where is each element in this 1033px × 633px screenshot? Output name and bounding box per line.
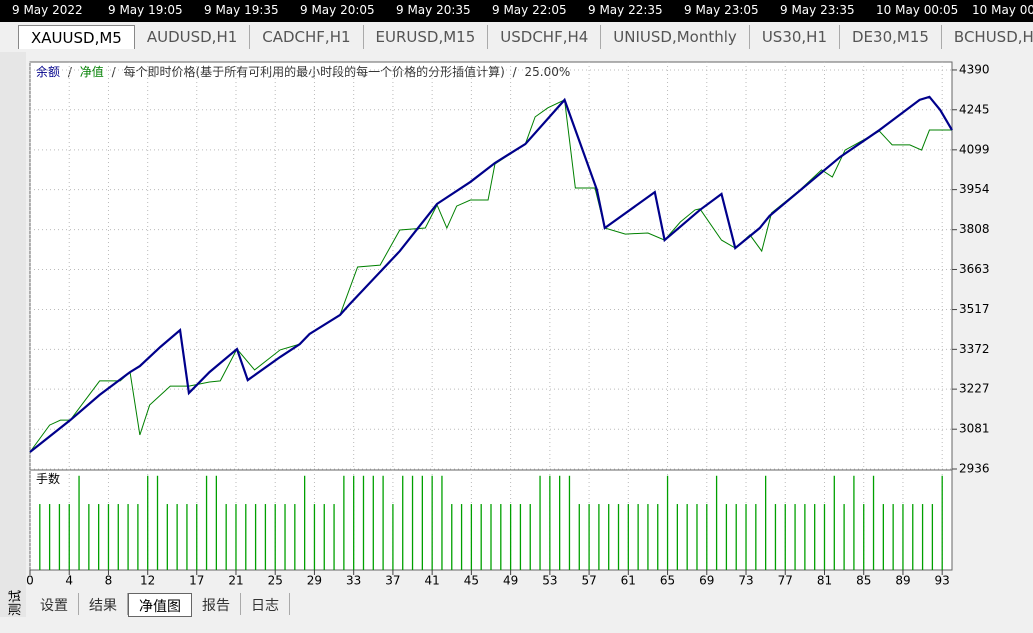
x-tick-label: 12 <box>140 574 155 588</box>
time-label: 9 May 2022 <box>12 3 83 17</box>
bottom-tabs: 设置 结果 净值图 报告 日志 <box>30 593 290 617</box>
x-tick-label: 49 <box>503 574 518 588</box>
symbol-tab[interactable]: BCHUSD,H <box>942 25 1033 49</box>
x-tick-label: 57 <box>581 574 596 588</box>
x-tick-label: 37 <box>385 574 400 588</box>
y-tick-label: 3663 <box>959 262 990 276</box>
time-label: 9 May 23:35 <box>780 3 855 17</box>
legend-ratio: 25.00% <box>525 65 571 79</box>
legend-separator: / <box>112 65 117 79</box>
y-tick-label: 4099 <box>959 142 990 156</box>
x-tick-label: 45 <box>464 574 479 588</box>
symbol-tab[interactable]: DE30,M15 <box>840 25 942 49</box>
time-label: 9 May 20:05 <box>300 3 375 17</box>
legend-entry: 净值 <box>80 64 104 79</box>
time-label: 9 May 23:05 <box>684 3 759 17</box>
symbol-tab[interactable]: CADCHF,H1 <box>250 25 364 49</box>
x-tick-label: 4 <box>65 574 73 588</box>
legend: 余额 / 净值 / 每个即时价格(基于所有可利用的最小时段的每一个价格的分形插值… <box>36 64 570 79</box>
bottom-tab[interactable]: 设置 <box>30 593 79 615</box>
y-tick-label: 3954 <box>959 182 990 196</box>
x-tick-label: 81 <box>817 574 832 588</box>
x-tick-label: 8 <box>105 574 113 588</box>
y-tick-label: 3372 <box>959 342 990 356</box>
plot-frame <box>29 61 953 571</box>
y-tick-label: 2936 <box>959 462 990 476</box>
y-tick-label: 3081 <box>959 422 990 436</box>
side-label: 测试 <box>9 590 24 616</box>
x-tick-label: 17 <box>189 574 204 588</box>
volume-title: 手数 <box>36 471 60 486</box>
x-tick-label: 33 <box>346 574 361 588</box>
x-tick-label: 85 <box>856 574 871 588</box>
bottom-tab[interactable]: 结果 <box>79 593 128 615</box>
y-tick-label: 3517 <box>959 302 990 316</box>
x-tick-label: 89 <box>895 574 910 588</box>
symbol-tabs: XAUUSD,M5 AUDUSD,H1 CADCHF,H1 EURUSD,M15 USD… <box>18 25 1033 49</box>
time-label: 10 May 00:05 <box>876 3 959 17</box>
time-label: 10 May 00 <box>972 3 1033 17</box>
time-label: 9 May 20:35 <box>396 3 471 17</box>
side-panel <box>0 52 26 617</box>
legend-description: 每个即时价格(基于所有可利用的最小时段的每一个价格的分形插值计算) <box>123 64 504 79</box>
bottom-tab[interactable]: 日志 <box>241 593 290 615</box>
time-label: 9 May 22:05 <box>492 3 567 17</box>
symbol-tab[interactable]: USDCHF,H4 <box>488 25 602 49</box>
y-tick-label: 3227 <box>959 382 990 396</box>
x-tick-label: 61 <box>621 574 636 588</box>
legend-separator: / <box>68 65 73 79</box>
series-line <box>29 95 953 453</box>
time-bar: 9 May 2022 9 May 19:05 9 May 19:35 9 May 20… <box>0 0 1033 22</box>
y-tick-label: 3808 <box>959 222 990 236</box>
symbol-tab[interactable]: XAUUSD,M5 <box>18 25 135 49</box>
x-tick-label: 77 <box>778 574 793 588</box>
bottom-tab[interactable]: 报告 <box>192 593 241 615</box>
y-tick-label: 4245 <box>959 102 990 116</box>
x-tick-label: 69 <box>699 574 714 588</box>
x-tick-label: 93 <box>935 574 950 588</box>
x-tick-label: 73 <box>738 574 753 588</box>
time-label: 9 May 19:05 <box>108 3 183 17</box>
x-tick-label: 21 <box>228 574 243 588</box>
time-label: 9 May 22:35 <box>588 3 663 17</box>
time-label: 9 May 19:35 <box>204 3 279 17</box>
x-tick-label: 25 <box>268 574 283 588</box>
symbol-tab[interactable]: AUDUSD,H1 <box>135 25 251 49</box>
symbol-tab[interactable]: UNIUSD,Monthly <box>601 25 750 49</box>
legend-separator: / <box>513 65 518 79</box>
symbol-tab[interactable]: EURUSD,M15 <box>364 25 489 49</box>
x-tick-label: 41 <box>425 574 440 588</box>
x-tick-label: 53 <box>542 574 557 588</box>
x-tick-label: 0 <box>26 574 34 588</box>
symbol-tab[interactable]: US30,H1 <box>750 25 840 49</box>
x-tick-label: 29 <box>307 574 322 588</box>
legend-entry: 余额 <box>36 64 60 79</box>
bottom-tab[interactable]: 净值图 <box>128 593 192 617</box>
y-tick-label: 4390 <box>959 62 990 76</box>
x-tick-label: 65 <box>660 574 675 588</box>
